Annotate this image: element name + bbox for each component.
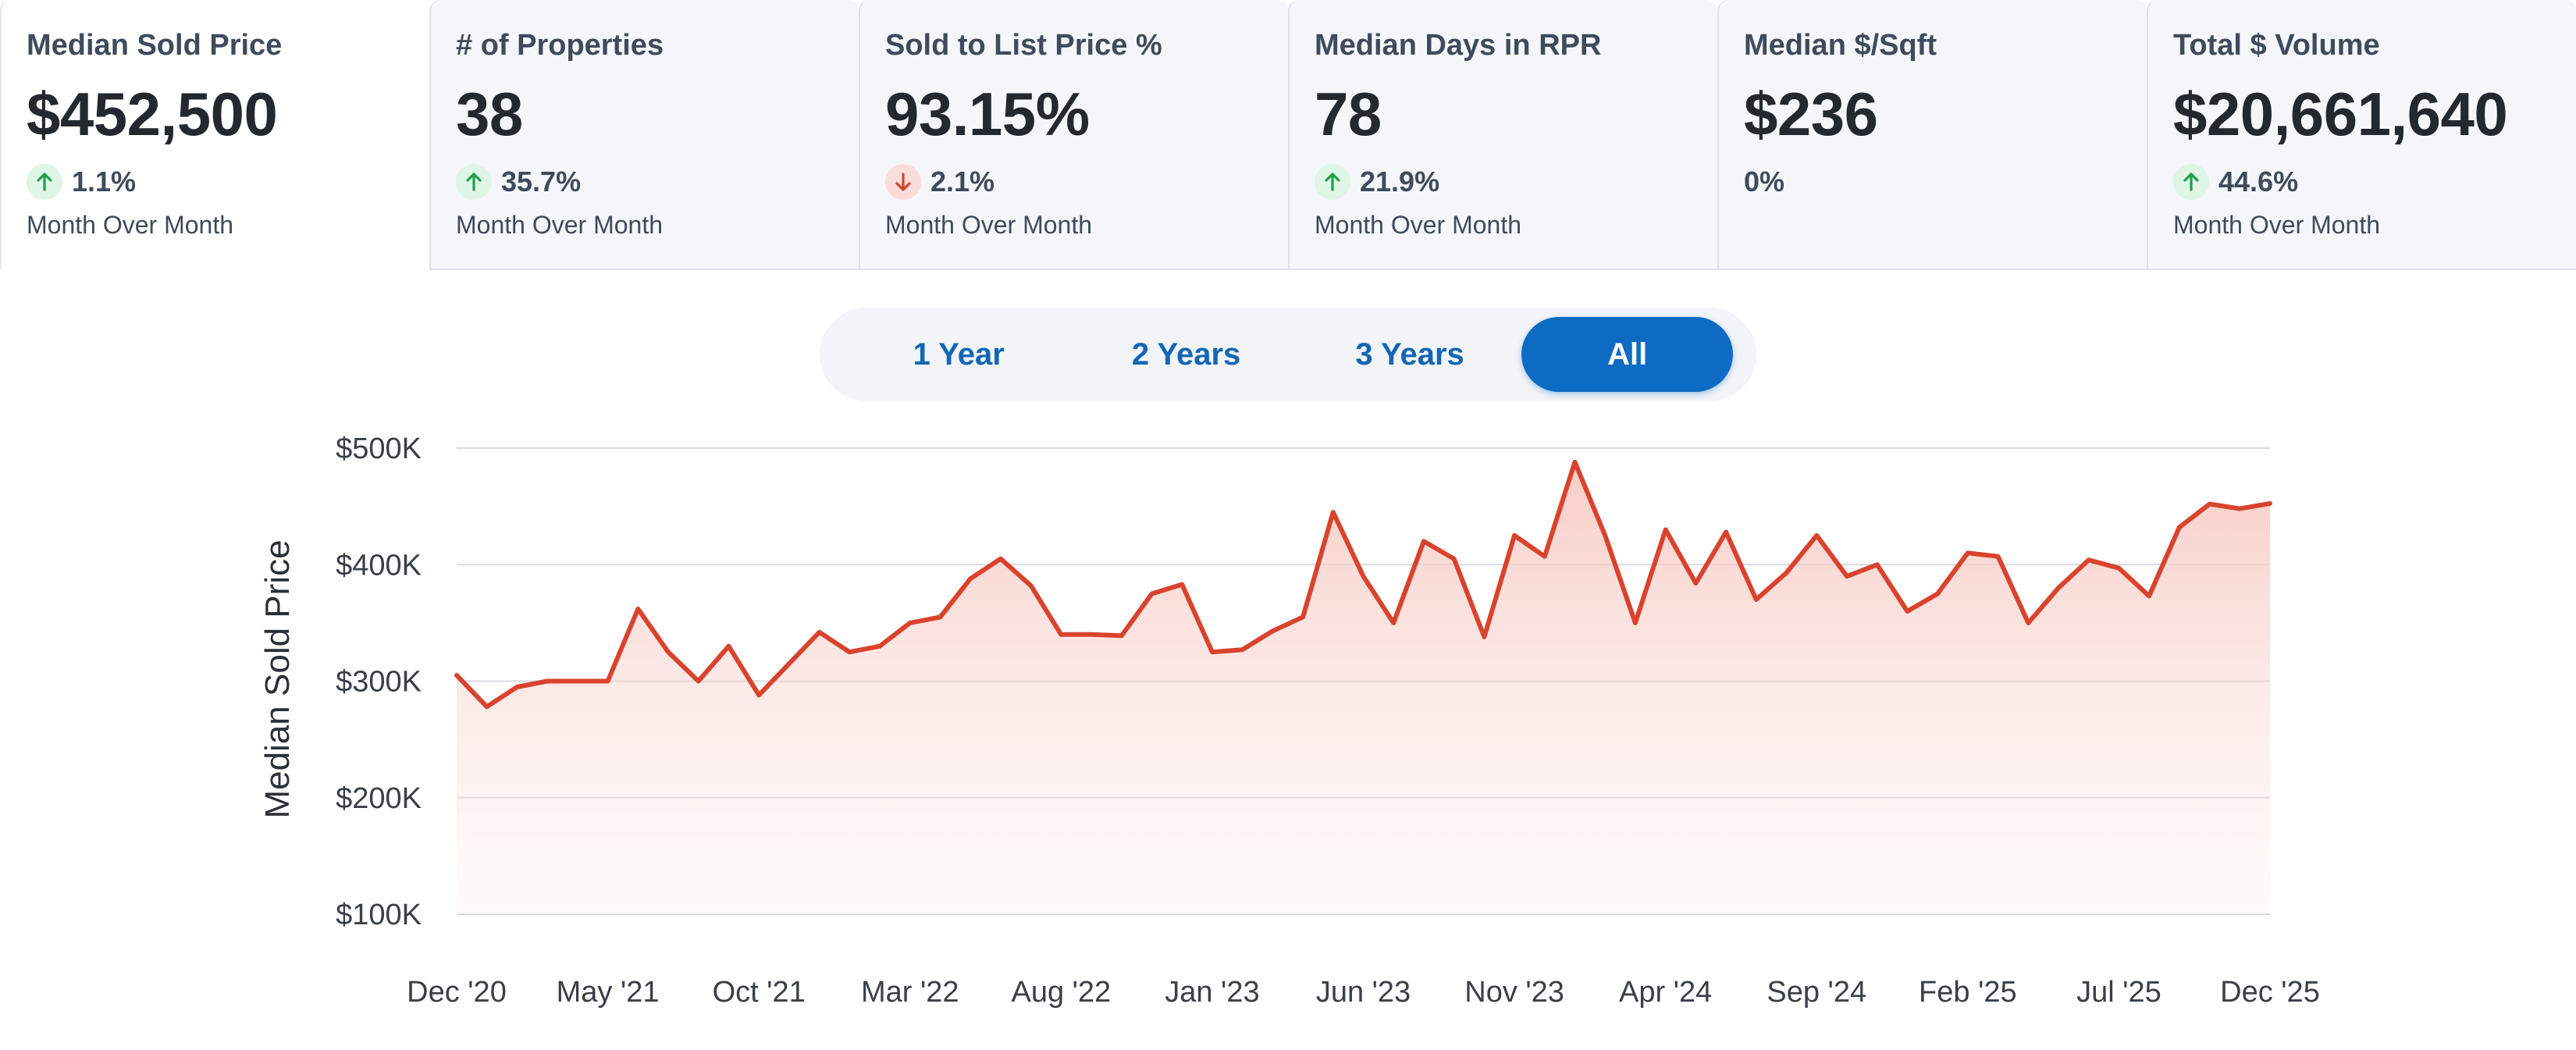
range-button-3-years[interactable]: 3 Years bbox=[1298, 317, 1521, 392]
stat-change-value: 2.1% bbox=[930, 166, 995, 198]
stat-value: 78 bbox=[1315, 80, 1382, 148]
stat-value: $236 bbox=[1744, 80, 1878, 148]
stat-change-value: 44.6% bbox=[2218, 166, 2299, 198]
area-fill bbox=[457, 461, 2270, 914]
stat-card-sold-to-list-price[interactable]: Sold to List Price % 93.15% 2.1% Month Over… bbox=[859, 0, 1288, 270]
stat-card-of-properties[interactable]: # of Properties 38 35.7% Month Over Month bbox=[429, 0, 859, 270]
stat-change-value: 0% bbox=[1744, 166, 1785, 198]
stat-change-value: 1.1% bbox=[72, 166, 137, 198]
stat-value: $452,500 bbox=[27, 80, 278, 148]
stat-card-median-sqft[interactable]: Median $/Sqft $236 0% bbox=[1717, 0, 2147, 270]
stat-title: Median Days in RPR bbox=[1315, 29, 1602, 62]
stat-period: Month Over Month bbox=[2173, 211, 2380, 239]
y-tick-label: $400K bbox=[336, 549, 422, 582]
stat-title: # of Properties bbox=[456, 29, 664, 62]
x-tick-label: Dec '25 bbox=[2220, 976, 2320, 1009]
arrow-up-icon bbox=[456, 164, 492, 200]
stat-period: Month Over Month bbox=[885, 211, 1092, 239]
series-line bbox=[454, 459, 2272, 710]
arrow-up-icon bbox=[27, 164, 62, 200]
x-axis-labels: Dec '20 May '21 Oct '21 Mar '22 Aug '22 Jan '… bbox=[407, 976, 2320, 1009]
stat-change-value: 21.9% bbox=[1360, 166, 1440, 198]
stat-change-value: 35.7% bbox=[501, 166, 582, 198]
stat-title: Total $ Volume bbox=[2173, 29, 2380, 62]
stat-change: 44.6% bbox=[2173, 162, 2551, 201]
arrow-down-icon bbox=[885, 164, 921, 200]
stat-value: $20,661,640 bbox=[2173, 80, 2508, 148]
stat-value: 93.15% bbox=[885, 80, 1090, 148]
x-tick-label: Feb '25 bbox=[1919, 976, 2017, 1009]
y-tick-label: $200K bbox=[336, 782, 422, 815]
arrow-up-icon bbox=[1315, 164, 1350, 200]
x-tick-label: Aug '22 bbox=[1011, 976, 1111, 1009]
range-button-all[interactable]: All bbox=[1521, 317, 1733, 392]
y-tick-label: $300K bbox=[336, 666, 422, 699]
stat-change: 0% bbox=[1744, 162, 2122, 201]
stats-bar: Median Sold Price $452,500 1.1% Month Over … bbox=[0, 0, 2576, 270]
y-tick-label: $100K bbox=[336, 899, 422, 931]
x-tick-label: Jul '25 bbox=[2076, 976, 2161, 1009]
x-tick-label: May '21 bbox=[557, 976, 660, 1009]
stat-value: 38 bbox=[456, 80, 523, 148]
median-sold-price-chart: $100K $200K $300K $400K $500K Dec '20 May '21… bbox=[258, 432, 2320, 1009]
stat-change: 21.9% bbox=[1315, 162, 1692, 201]
range-button-2-years[interactable]: 2 Years bbox=[1074, 317, 1297, 392]
x-tick-label: Sep '24 bbox=[1767, 976, 1866, 1009]
stat-title: Sold to List Price % bbox=[885, 29, 1162, 62]
range-button-1-year[interactable]: 1 Year bbox=[843, 317, 1074, 392]
stat-title: Median $/Sqft bbox=[1744, 29, 1937, 62]
stat-period: Month Over Month bbox=[1315, 211, 1521, 239]
x-tick-label: Jun '23 bbox=[1316, 976, 1411, 1009]
arrow-up-icon bbox=[2173, 164, 2209, 200]
stat-change: 1.1% bbox=[27, 162, 404, 201]
range-toggle: 1 Year 2 Years 3 Years All bbox=[820, 308, 1756, 401]
x-tick-label: Nov '23 bbox=[1464, 976, 1564, 1009]
x-tick-label: Dec '20 bbox=[407, 976, 507, 1009]
y-axis-labels: $100K $200K $300K $400K $500K bbox=[336, 432, 422, 931]
stat-change: 2.1% bbox=[885, 162, 1263, 201]
stat-title: Median Sold Price bbox=[27, 29, 283, 62]
stat-card-median-sold-price[interactable]: Median Sold Price $452,500 1.1% Month Over … bbox=[0, 0, 429, 270]
stat-period: Month Over Month bbox=[456, 211, 663, 239]
stat-change: 35.7% bbox=[456, 162, 834, 201]
stat-period: Month Over Month bbox=[27, 211, 233, 239]
x-tick-label: Jan '23 bbox=[1165, 976, 1259, 1009]
y-axis-title: Median Sold Price bbox=[258, 539, 297, 818]
x-tick-label: Apr '24 bbox=[1619, 976, 1712, 1009]
y-tick-label: $500K bbox=[336, 432, 422, 465]
x-tick-label: Oct '21 bbox=[713, 976, 806, 1009]
stat-card-median-days-in-rpr[interactable]: Median Days in RPR 78 21.9% Month Over Mont… bbox=[1288, 0, 1717, 270]
stat-card-total-volume[interactable]: Total $ Volume $20,661,640 44.6% Month Over… bbox=[2147, 0, 2576, 270]
x-tick-label: Mar '22 bbox=[861, 976, 959, 1009]
